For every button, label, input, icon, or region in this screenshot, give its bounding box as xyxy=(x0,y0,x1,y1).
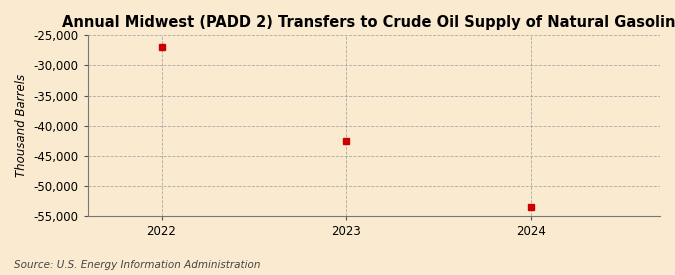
Y-axis label: Thousand Barrels: Thousand Barrels xyxy=(15,74,28,177)
Text: Source: U.S. Energy Information Administration: Source: U.S. Energy Information Administ… xyxy=(14,260,260,270)
Title: Annual Midwest (PADD 2) Transfers to Crude Oil Supply of Natural Gasoline: Annual Midwest (PADD 2) Transfers to Cru… xyxy=(62,15,675,30)
